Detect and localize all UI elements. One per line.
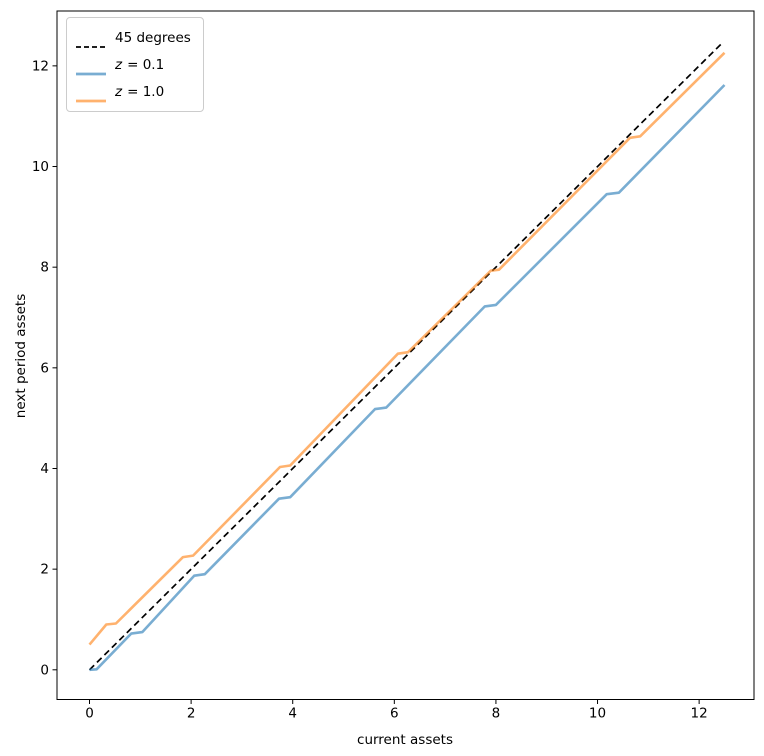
legend-label: z = 1.0 <box>115 84 164 100</box>
series-line-z-1-0 <box>88 51 726 646</box>
legend-label: 45 degrees <box>115 30 191 46</box>
legend-line-swatch-z-0-1 <box>76 62 106 75</box>
y-tick-label: 4 <box>40 461 49 477</box>
legend-line-swatch-z-1-0 <box>76 89 106 102</box>
x-tick-label: 8 <box>492 706 501 722</box>
legend-label: z = 0.1 <box>115 57 164 73</box>
legend-line-swatch-45-degrees <box>76 35 106 48</box>
y-tick-label: 6 <box>40 360 49 376</box>
y-tick-label: 0 <box>40 662 49 678</box>
x-tick-label: 12 <box>691 706 708 722</box>
legend-item: z = 0.1 <box>76 51 191 78</box>
plot-frame <box>56 10 755 700</box>
legend-math-var: z <box>115 83 123 100</box>
x-tick-label: 6 <box>390 706 399 722</box>
legend-label-text: = 0.1 <box>127 56 165 73</box>
x-tick-label: 0 <box>85 706 94 722</box>
x-tick-label: 2 <box>187 706 196 722</box>
legend-label-text: 45 degrees <box>115 29 191 46</box>
x-tick-label: 4 <box>288 706 297 722</box>
y-tick-label: 10 <box>32 159 49 175</box>
legend-label-text: = 1.0 <box>127 83 165 100</box>
x-tick-label: 10 <box>589 706 606 722</box>
y-tick-label: 2 <box>40 562 49 578</box>
legend-math-var: z <box>115 56 123 73</box>
legend-item: z = 1.0 <box>76 78 191 105</box>
y-tick-label: 12 <box>32 58 49 74</box>
legend: 45 degrees z = 0.1 z = 1.0 <box>66 17 204 112</box>
x-axis-label: current assets <box>357 732 453 748</box>
legend-item: 45 degrees <box>76 24 191 51</box>
series-line-45-degrees <box>88 42 723 671</box>
series-line-z-0-1 <box>89 84 726 672</box>
y-axis-label: next period assets <box>13 293 29 419</box>
y-tick-label: 8 <box>40 260 49 276</box>
